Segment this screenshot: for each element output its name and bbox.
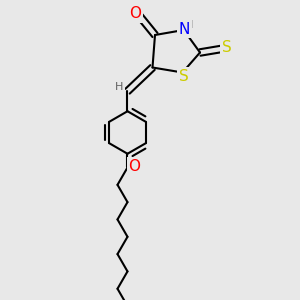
Text: O: O (129, 6, 141, 21)
Text: H: H (184, 20, 193, 30)
Text: S: S (222, 40, 232, 55)
Text: S: S (179, 69, 189, 84)
Text: N: N (178, 22, 190, 37)
Text: H: H (115, 82, 123, 92)
Text: O: O (128, 159, 140, 174)
